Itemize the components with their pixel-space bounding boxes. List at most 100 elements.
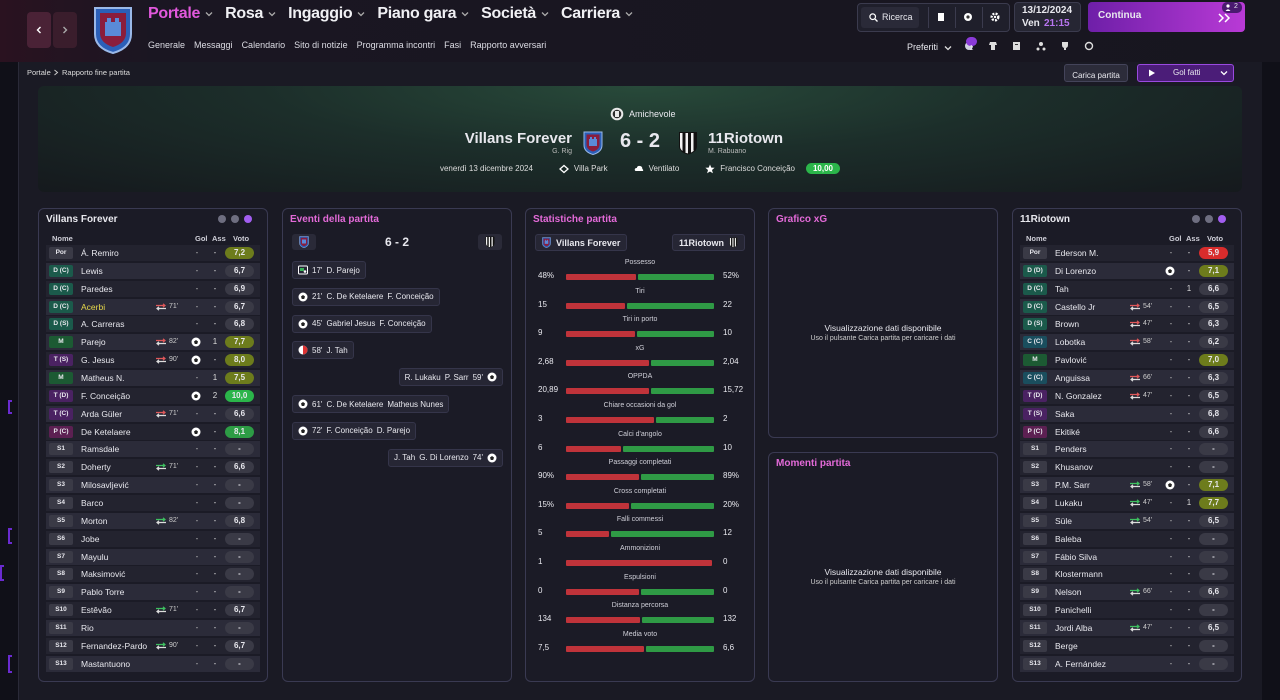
quick-icon[interactable] xyxy=(1036,41,1046,51)
position-badge: S8 xyxy=(1023,568,1047,581)
goals-button[interactable]: Gol fatti xyxy=(1137,64,1234,82)
sub-tab[interactable]: Sito di notizie xyxy=(294,40,348,50)
player-row[interactable]: S5 Süle 54' - -6,5 xyxy=(1020,512,1234,529)
toolbar-button[interactable] xyxy=(955,7,979,28)
player-row[interactable]: S3 Milosavljević - - - xyxy=(46,477,260,494)
stadium-icon xyxy=(558,164,569,174)
player-row[interactable]: C (C) Anguissa 66' - -6,3 xyxy=(1020,370,1234,387)
player-row[interactable]: S4 Barco - - - xyxy=(46,495,260,512)
main-tab[interactable]: Rosa xyxy=(225,5,276,23)
main-tab[interactable]: Carriera xyxy=(561,5,633,23)
player-row[interactable]: P (C) De Ketelaere -8,1 xyxy=(46,423,260,440)
main-tab[interactable]: Portale xyxy=(148,5,213,23)
player-row[interactable]: S2 Doherty 71' - -6,6 xyxy=(46,459,260,476)
load-match-button[interactable]: Carica partita xyxy=(1064,64,1128,82)
sub-tab[interactable]: Programma incontri xyxy=(356,40,436,50)
continue-button[interactable]: Continua 2 xyxy=(1088,2,1245,32)
player-row[interactable]: S1 Ramsdale - - - xyxy=(46,441,260,458)
player-row[interactable]: C (C) Lobotka 58' - -6,2 xyxy=(1020,334,1234,351)
player-row[interactable]: Por Ederson M. - -5,9 xyxy=(1020,245,1234,261)
player-row[interactable]: S12 Fernandez-Pardo 90' - -6,7 xyxy=(46,637,260,654)
player-row[interactable]: S10 Estêvão 71' - -6,7 xyxy=(46,602,260,619)
player-row[interactable]: D (C) Lewis - -6,7 xyxy=(46,262,260,279)
view-toggle[interactable] xyxy=(1218,215,1226,223)
event[interactable]: 45' Gabriel Jesus F. Conceição xyxy=(292,314,432,333)
player-row[interactable]: T (S) Saka - -6,8 xyxy=(1020,405,1234,422)
sub-icon xyxy=(155,302,167,311)
player-row[interactable]: S7 Mayulu - - - xyxy=(46,548,260,565)
toolbar-button[interactable] xyxy=(928,7,952,28)
view-toggle[interactable] xyxy=(1205,215,1213,223)
player-row[interactable]: Por Á. Remiro - -7,2 xyxy=(46,245,260,261)
view-toggle[interactable] xyxy=(218,215,226,223)
player-row[interactable]: S3 P.M. Sarr 58' -7,1 xyxy=(1020,477,1234,494)
player-row[interactable]: S9 Pablo Torre - - - xyxy=(46,584,260,601)
player-row[interactable]: T (D) F. Conceição 2 10,0 xyxy=(46,387,260,404)
player-row[interactable]: S13 Mastantuono - - - xyxy=(46,655,260,672)
quick-icon[interactable] xyxy=(1084,41,1094,51)
player-row[interactable]: D (C) Paredes - -6,9 xyxy=(46,280,260,297)
player-row[interactable]: S8 Maksimović - - - xyxy=(46,566,260,583)
stat-name: Media voto xyxy=(622,630,658,638)
event-player: C. De Ketelaere xyxy=(326,292,384,302)
player-row[interactable]: M Parejo 82' 1 7,7 xyxy=(46,334,260,351)
position-badge: M xyxy=(49,336,73,349)
main-tab[interactable]: Piano gara xyxy=(377,5,469,23)
player-row[interactable]: S8 Klostermann - - - xyxy=(1020,566,1234,583)
view-toggle[interactable] xyxy=(244,215,252,223)
player-row[interactable]: S7 Fábio Silva - - - xyxy=(1020,548,1234,565)
player-row[interactable]: S11 Jordi Alba 47' - -6,5 xyxy=(1020,620,1234,637)
player-row[interactable]: S6 Jobe - - - xyxy=(46,530,260,547)
player-row[interactable]: D (C) Tah - 1 6,6 xyxy=(1020,280,1234,297)
main-tab[interactable]: Società xyxy=(481,5,549,23)
player-row[interactable]: S4 Lukaku 47' - 1 7,7 xyxy=(1020,495,1234,512)
event[interactable]: 58' J. Tah xyxy=(292,341,354,360)
search-button[interactable]: Ricerca xyxy=(861,7,919,28)
goals: - xyxy=(195,658,199,668)
player-row[interactable]: S12 Berge - - - xyxy=(1020,637,1234,654)
sub-tab[interactable]: Calendario xyxy=(241,40,286,50)
player-row[interactable]: S13 A. Fernández - - - xyxy=(1020,655,1234,672)
view-toggle[interactable] xyxy=(1192,215,1200,223)
player-row[interactable]: S6 Baleba - - - xyxy=(1020,530,1234,547)
quick-icon[interactable] xyxy=(1012,41,1022,51)
player-row[interactable]: D (S) Brown 47' - -6,3 xyxy=(1020,316,1234,333)
event[interactable]: 72' F. Conceição D. Parejo xyxy=(292,421,417,440)
player-row[interactable]: D (D) Di Lorenzo -7,1 xyxy=(1020,262,1234,279)
sub-tab[interactable]: Generale xyxy=(148,40,186,50)
player-row[interactable]: T (S) G. Jesus 90' -8,0 xyxy=(46,352,260,369)
player-row[interactable]: S2 Khusanov - - - xyxy=(1020,459,1234,476)
forward-button[interactable] xyxy=(53,12,77,48)
player-row[interactable]: M Pavlović - -7,0 xyxy=(1020,352,1234,369)
event[interactable]: 61' C. De Ketelaere Matheus Nunes xyxy=(292,395,450,413)
icon-part xyxy=(156,410,166,418)
view-toggle[interactable] xyxy=(231,215,239,223)
sub-tab[interactable]: Rapporto avversari xyxy=(470,40,547,50)
player-row[interactable]: S5 Morton 82' - -6,8 xyxy=(46,512,260,529)
main-tab[interactable]: Ingaggio xyxy=(288,5,365,23)
player-row[interactable]: M Matheus N. - 1 7,5 xyxy=(46,370,260,387)
event[interactable]: R. Lukaku P. Sarr 59' xyxy=(398,368,503,387)
player-row[interactable]: T (C) Arda Güler 71' - -6,6 xyxy=(46,405,260,422)
player-row[interactable]: S1 Penders - - - xyxy=(1020,441,1234,458)
event[interactable]: 21' C. De Ketelaere F. Conceição xyxy=(292,287,440,306)
player-row[interactable]: D (C) Acerbi 71' - -6,7 xyxy=(46,298,260,315)
sub-tab[interactable]: Messaggi xyxy=(194,40,233,50)
player-row[interactable]: T (D) N. Gonzalez 47' - -6,5 xyxy=(1020,387,1234,404)
player-row[interactable]: P (C) Ekitiké - -6,6 xyxy=(1020,423,1234,440)
player-row[interactable]: S9 Nelson 66' - -6,6 xyxy=(1020,584,1234,601)
toolbar-button[interactable] xyxy=(982,7,1006,28)
favorites-label[interactable]: Preferiti xyxy=(907,42,939,52)
event[interactable]: 17' D. Parejo xyxy=(292,261,366,279)
player-row[interactable]: S11 Rio - - - xyxy=(46,620,260,637)
player-row[interactable]: D (S) A. Carreras - -6,8 xyxy=(46,316,260,333)
player-row[interactable]: D (C) Castello Jr 54' - -6,5 xyxy=(1020,298,1234,315)
sub-tab[interactable]: Fasi xyxy=(444,40,462,50)
quick-icon[interactable] xyxy=(1060,41,1070,51)
player-row[interactable]: S10 Panichelli - - - xyxy=(1020,602,1234,619)
event-icon xyxy=(487,372,497,382)
back-button[interactable] xyxy=(27,12,51,48)
breadcrumb-link[interactable]: Portale xyxy=(27,68,51,77)
quick-icon[interactable] xyxy=(988,41,998,51)
event[interactable]: J. Tah G. Di Lorenzo 74' xyxy=(388,448,503,467)
